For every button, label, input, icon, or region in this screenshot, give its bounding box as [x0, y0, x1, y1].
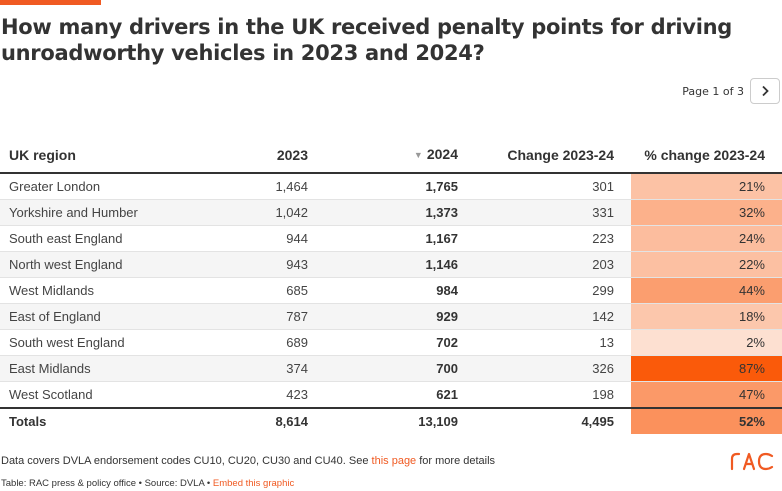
cell-2024: 1,167 [325, 225, 475, 252]
cell-region: South west England [0, 329, 178, 356]
details-link[interactable]: this page [371, 455, 417, 467]
source-line: Table: RAC press & policy office • Sourc… [1, 478, 294, 489]
cell-2023: 787 [178, 303, 325, 330]
pager: Page 1 of 3 [682, 78, 780, 104]
cell-pct-change: 2% [631, 329, 782, 356]
cell-2024: 702 [325, 329, 475, 356]
cell-2023: 1,464 [178, 173, 325, 200]
cell-region: North west England [0, 251, 178, 278]
cell-change: 299 [475, 277, 631, 304]
table-row: Yorkshire and Humber 1,042 1,373 331 32% [0, 199, 782, 226]
table-row: East Midlands 374 700 326 87% [0, 355, 782, 382]
page-indicator: Page 1 of 3 [682, 84, 744, 98]
totals-label: Totals [0, 407, 178, 434]
totals-row: Totals 8,614 13,109 4,495 52% [0, 407, 782, 434]
cell-change: 326 [475, 355, 631, 382]
cell-change: 223 [475, 225, 631, 252]
footnote: Data covers DVLA endorsement codes CU10,… [1, 455, 495, 467]
chevron-right-icon [762, 85, 769, 97]
column-header-pct-change[interactable]: % change 2023-24 [631, 126, 782, 174]
cell-pct-change: 87% [631, 355, 782, 382]
sort-desc-icon: ▼ [413, 150, 423, 160]
next-page-button[interactable] [750, 78, 780, 104]
cell-region: Yorkshire and Humber [0, 199, 178, 226]
cell-2024: 1,146 [325, 251, 475, 278]
column-header-2024[interactable]: ▼ 2024 [325, 126, 475, 174]
footnote-text-end: for more details [416, 455, 496, 467]
cell-2024: 929 [325, 303, 475, 330]
table-row: South east England 944 1,167 223 24% [0, 225, 782, 252]
cell-pct-change: 21% [631, 173, 782, 200]
cell-pct-change: 22% [631, 251, 782, 278]
cell-change: 301 [475, 173, 631, 200]
total-2023: 8,614 [178, 407, 325, 434]
cell-2023: 944 [178, 225, 325, 252]
data-table: UK region 2023 ▼ 2024 Change 2023-24 % ch… [0, 126, 782, 434]
table-row: North west England 943 1,146 203 22% [0, 251, 782, 278]
cell-region: South east England [0, 225, 178, 252]
cell-2024: 1,373 [325, 199, 475, 226]
table-row: West Midlands 685 984 299 44% [0, 277, 782, 304]
cell-2024: 700 [325, 355, 475, 382]
column-header-2023[interactable]: 2023 [178, 126, 325, 174]
cell-region: West Midlands [0, 277, 178, 304]
cell-2023: 689 [178, 329, 325, 356]
cell-region: East of England [0, 303, 178, 330]
cell-pct-change: 47% [631, 381, 782, 409]
cell-pct-change: 24% [631, 225, 782, 252]
cell-2024: 621 [325, 381, 475, 409]
cell-2023: 374 [178, 355, 325, 382]
cell-pct-change: 44% [631, 277, 782, 304]
source-text: Table: RAC press & policy office • Sourc… [1, 478, 213, 489]
cell-region: East Midlands [0, 355, 178, 382]
column-header-change[interactable]: Change 2023-24 [475, 126, 631, 174]
table-row: Greater London 1,464 1,765 301 21% [0, 173, 782, 200]
cell-2023: 943 [178, 251, 325, 278]
cell-2023: 1,042 [178, 199, 325, 226]
cell-region: West Scotland [0, 381, 178, 409]
table-header-row: UK region 2023 ▼ 2024 Change 2023-24 % ch… [0, 126, 782, 174]
total-pct-change: 52% [631, 407, 782, 434]
page-title: How many drivers in the UK received pena… [1, 15, 732, 65]
accent-bar [0, 0, 101, 5]
column-header-2024-label: 2024 [426, 146, 458, 162]
total-change: 4,495 [475, 407, 631, 434]
cell-pct-change: 18% [631, 303, 782, 330]
cell-change: 203 [475, 251, 631, 278]
cell-change: 198 [475, 381, 631, 409]
embed-link[interactable]: Embed this graphic [212, 478, 295, 489]
cell-2023: 423 [178, 381, 325, 409]
column-header-region[interactable]: UK region [0, 126, 178, 174]
cell-change: 331 [475, 199, 631, 226]
table-row: South west England 689 702 13 2% [0, 329, 782, 356]
cell-change: 13 [475, 329, 631, 356]
cell-change: 142 [475, 303, 631, 330]
cell-region: Greater London [0, 173, 178, 200]
rac-logo-icon [730, 451, 776, 475]
cell-2024: 984 [325, 277, 475, 304]
footnote-text: Data covers DVLA endorsement codes CU10,… [1, 455, 372, 467]
cell-2024: 1,765 [325, 173, 475, 200]
total-2024: 13,109 [325, 407, 475, 434]
cell-pct-change: 32% [631, 199, 782, 226]
table-row: West Scotland 423 621 198 47% [0, 381, 782, 409]
cell-2023: 685 [178, 277, 325, 304]
table-row: East of England 787 929 142 18% [0, 303, 782, 330]
